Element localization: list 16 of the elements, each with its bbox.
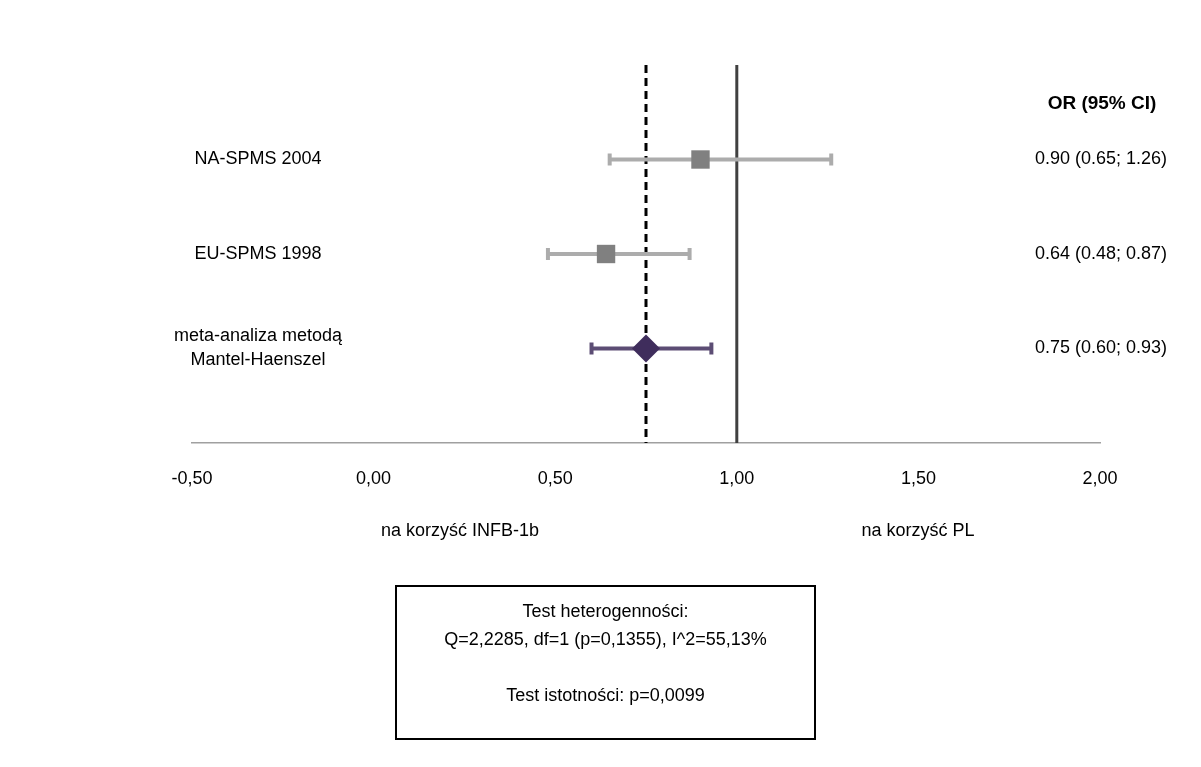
annotation: OR (95% CI) [1047,92,1157,114]
y-tick-label: NA-SPMS 2004 [194,148,322,169]
x-tick-label: -0,50 [171,467,213,488]
text: na korzyść INFB-1b [380,519,540,540]
annotation: 0.90 (0.65; 1.26) [1035,148,1168,169]
x-tick-label: 0,00 [356,467,392,488]
x-tick-label: 1,00 [719,467,755,488]
note-box: Test heterogenności: Q=2,2285, df=1 (p=0,1355), I^2=55,13% Test istotności: p=0,0099 [395,585,816,740]
y-tick-label: EU-SPMS 1998 [194,242,322,263]
annotation: 0.75 (0.60; 0.93) [1035,337,1168,358]
x-tick-label: 1,50 [900,467,936,488]
x-tick-label: 0,50 [537,467,573,488]
text: na korzyść PL [861,519,975,540]
y-tick-label: meta-analiza metodą Mantel-Haenszel [173,325,344,370]
x-tick-label: 2,00 [1082,467,1118,488]
annotation: 0.64 (0.48; 0.87) [1035,242,1168,263]
